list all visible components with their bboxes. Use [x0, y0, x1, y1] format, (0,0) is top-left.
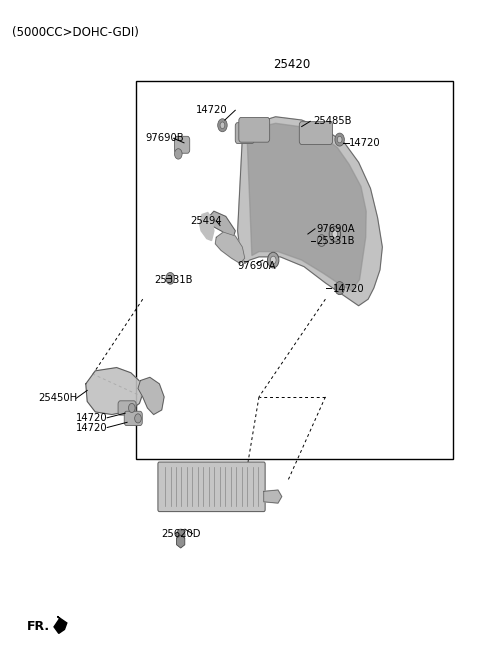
Polygon shape [238, 117, 383, 306]
Text: 25485B: 25485B [313, 116, 352, 126]
Text: 14720: 14720 [76, 413, 108, 422]
Text: 25420: 25420 [274, 58, 311, 71]
Polygon shape [54, 616, 67, 633]
Circle shape [329, 226, 341, 242]
Bar [136, 81, 454, 459]
Polygon shape [86, 367, 143, 415]
Polygon shape [207, 212, 235, 238]
Text: 97690A: 97690A [316, 224, 355, 234]
Text: (5000CC>DOHC-GDI): (5000CC>DOHC-GDI) [12, 26, 139, 39]
FancyBboxPatch shape [239, 118, 270, 142]
Text: 14720: 14720 [349, 139, 381, 148]
Circle shape [175, 148, 182, 159]
FancyBboxPatch shape [300, 122, 333, 145]
Text: 97690A: 97690A [237, 261, 276, 271]
Polygon shape [200, 213, 214, 240]
Text: 25450H: 25450H [38, 393, 77, 403]
Text: 25620D: 25620D [161, 529, 201, 539]
Polygon shape [138, 377, 164, 415]
Text: 14720: 14720 [76, 422, 108, 432]
FancyBboxPatch shape [235, 123, 254, 143]
Text: 25331B: 25331B [155, 275, 193, 284]
Circle shape [177, 529, 185, 541]
Circle shape [335, 282, 344, 294]
Text: 14720: 14720 [196, 105, 228, 115]
Text: 14720: 14720 [333, 284, 364, 294]
Circle shape [337, 136, 342, 143]
Polygon shape [216, 232, 245, 263]
Circle shape [135, 414, 141, 423]
Circle shape [335, 133, 344, 146]
Circle shape [270, 256, 276, 264]
FancyBboxPatch shape [118, 401, 136, 415]
FancyBboxPatch shape [158, 462, 265, 512]
Circle shape [129, 403, 135, 413]
Polygon shape [247, 124, 366, 290]
FancyBboxPatch shape [124, 411, 142, 426]
Polygon shape [177, 535, 185, 548]
Circle shape [317, 235, 326, 246]
Circle shape [166, 273, 175, 284]
Circle shape [267, 252, 279, 268]
Circle shape [332, 230, 338, 238]
FancyBboxPatch shape [175, 136, 190, 153]
Circle shape [220, 122, 225, 129]
Circle shape [218, 119, 227, 132]
Polygon shape [264, 490, 282, 503]
Text: 25494: 25494 [190, 216, 222, 226]
Text: 25331B: 25331B [316, 236, 354, 246]
Text: 97690B: 97690B [145, 133, 184, 143]
Text: FR.: FR. [26, 620, 49, 633]
